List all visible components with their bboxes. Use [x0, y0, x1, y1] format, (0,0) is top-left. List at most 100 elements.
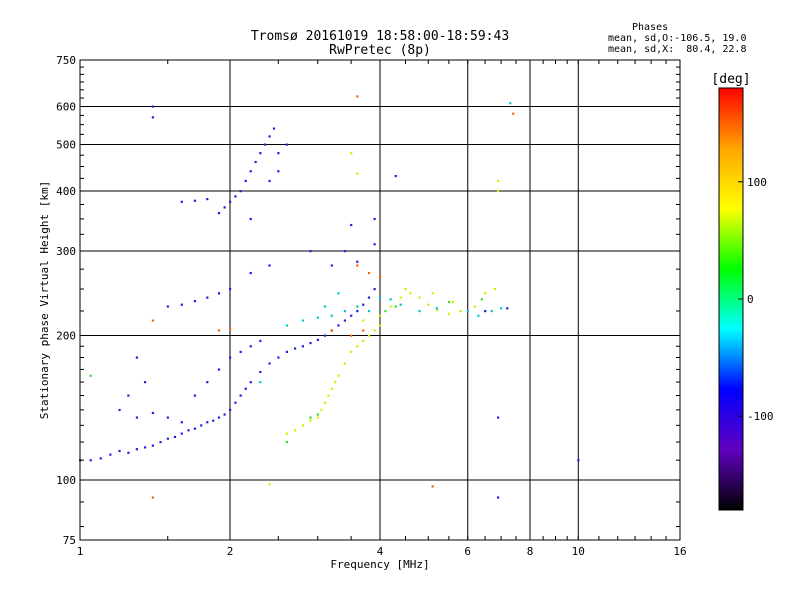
data-point [373, 243, 376, 246]
y-tick-label: 600 [56, 101, 76, 114]
data-point [389, 298, 392, 301]
data-point [367, 334, 371, 337]
data-point [323, 401, 327, 404]
colorbar-tick-label: 0 [747, 293, 754, 306]
data-point [229, 408, 232, 412]
data-point [293, 347, 297, 350]
colorbar-tick-label: 100 [747, 176, 767, 189]
data-point [373, 329, 376, 332]
data-point [206, 421, 209, 424]
data-point [343, 309, 347, 313]
data-point [418, 309, 421, 313]
data-point [151, 116, 155, 119]
data-point [259, 370, 262, 374]
data-point [229, 327, 232, 330]
data-point [206, 296, 209, 299]
data-point [362, 303, 365, 306]
data-point [206, 198, 209, 201]
data-point [135, 356, 138, 359]
x-tick-label: 2 [227, 545, 234, 558]
data-point [350, 223, 353, 227]
data-points [79, 95, 580, 499]
colorbar-unit: [deg] [711, 72, 750, 87]
data-point [356, 172, 359, 175]
data-point [166, 305, 169, 308]
data-point [350, 152, 353, 155]
data-point [431, 292, 434, 295]
data-point [229, 288, 232, 291]
data-point [309, 250, 312, 253]
data-point [272, 127, 276, 130]
data-point [577, 459, 580, 462]
data-point [259, 339, 262, 343]
phase-x-stats: mean, sd,X: 80.4, 22.8 [608, 44, 747, 55]
data-point [493, 288, 497, 291]
data-point [384, 309, 387, 313]
data-point [316, 413, 319, 416]
data-point [143, 381, 147, 384]
x-tick-label: 4 [377, 545, 384, 558]
data-point [435, 309, 438, 312]
data-point [127, 451, 130, 454]
x-axis-label: Frequency [MHz] [330, 558, 429, 571]
data-point [367, 271, 371, 275]
data-point [217, 329, 221, 332]
data-point [217, 292, 221, 295]
y-tick-label: 100 [56, 474, 76, 487]
data-point [193, 394, 197, 397]
data-point [268, 264, 271, 267]
data-point [379, 314, 382, 317]
data-point [356, 305, 359, 308]
data-point [229, 200, 232, 203]
data-point [496, 496, 500, 499]
data-point [89, 374, 92, 377]
data-point [223, 413, 226, 416]
data-point [431, 485, 434, 488]
data-point [212, 419, 215, 422]
data-point [418, 296, 421, 299]
grid-lines [80, 60, 680, 540]
data-point [323, 334, 327, 337]
data-point [427, 303, 430, 306]
data-point [334, 381, 337, 384]
chart-title-block: Tromsø 20161019 18:58:00-18:59:43 RwPret… [200, 30, 560, 58]
data-point [509, 102, 512, 105]
data-point [484, 292, 487, 295]
data-point [118, 449, 121, 453]
data-point [259, 152, 262, 155]
data-point [477, 314, 480, 317]
data-point [435, 307, 438, 310]
x-tick-label: 6 [464, 545, 471, 558]
phase-stats: Phases mean, sd,O:-106.5, 19.0 mean, sd,… [590, 22, 790, 55]
data-point [135, 448, 138, 451]
y-tick-label: 75 [63, 534, 76, 547]
data-point [217, 416, 221, 419]
data-point [330, 387, 333, 390]
data-point [180, 432, 183, 435]
data-point [239, 190, 242, 193]
data-point [301, 319, 305, 322]
data-point [268, 135, 271, 138]
data-point [187, 429, 190, 432]
data-point [409, 292, 412, 295]
y-tick-label: 300 [56, 245, 76, 258]
data-point [323, 305, 327, 308]
data-point [350, 350, 353, 353]
data-point [394, 174, 397, 178]
data-point [249, 271, 252, 275]
data-point [193, 427, 197, 430]
data-point [206, 381, 209, 384]
data-point [89, 459, 92, 462]
data-point [343, 250, 347, 253]
data-point [277, 152, 280, 155]
data-point [320, 408, 323, 412]
data-point [166, 416, 169, 419]
colorbar-tick-label: -100 [747, 410, 774, 423]
phase-o-stats: mean, sd,O:-106.5, 19.0 [608, 33, 747, 44]
data-point [316, 338, 319, 341]
data-point [373, 217, 376, 221]
chart-subtitle: RwPretec (8p) [329, 43, 431, 58]
data-point [239, 394, 242, 397]
data-point [480, 298, 483, 301]
data-point [118, 408, 121, 412]
